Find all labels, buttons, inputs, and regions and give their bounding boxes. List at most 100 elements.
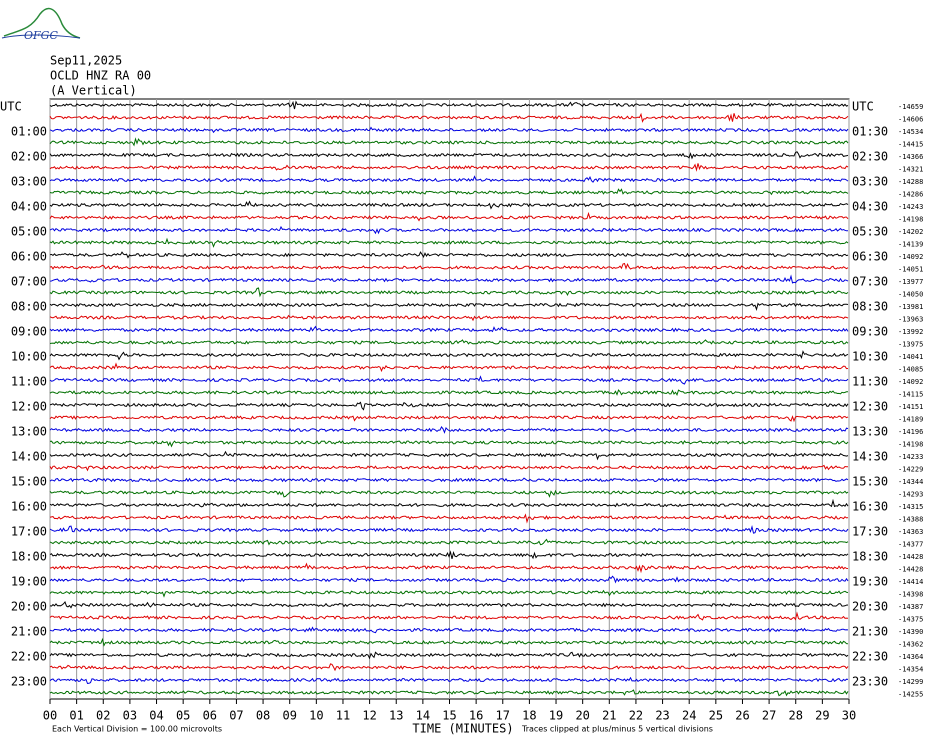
hour-label-left: 09:00 [11,325,47,339]
trace [49,200,849,210]
hour-label-left: 15:00 [11,475,47,489]
trace [49,151,849,160]
hour-label-left: 16:00 [11,500,47,514]
trace-offset: -14363 [898,528,923,536]
trace-offset: -14315 [898,503,923,511]
trace [49,489,849,498]
trace [49,262,849,270]
hour-label-left: 10:00 [11,350,47,364]
trace-offset: -14229 [898,466,923,474]
trace [49,538,849,546]
trace-offset: -13992 [898,328,923,336]
trace [49,464,849,472]
trace-offset: -14085 [898,366,923,374]
trace-offset: -14115 [898,391,923,399]
x-tick-label: 05 [176,709,190,723]
hour-label-right: 12:30 [852,400,888,414]
trace [49,651,849,660]
trace [49,100,849,110]
hour-label-left: 06:00 [11,250,47,264]
trace-offset: -14364 [898,653,923,661]
trace-offset: -14377 [898,541,923,549]
x-tick-label: 22 [629,709,643,723]
trace [49,137,849,147]
trace-offset: -14092 [898,253,923,261]
logo-line [1,34,81,39]
trace [49,362,849,373]
trace [49,676,849,685]
trace-offset: -14198 [898,216,923,224]
trace-offset: -14050 [898,291,923,299]
x-tick-label: 00 [43,709,57,723]
hour-label-right: 18:30 [852,550,888,564]
hour-label-right: 21:30 [852,625,888,639]
hour-label-right: 09:30 [852,325,888,339]
trace-offset: -14366 [898,153,923,161]
trace-offset: -14299 [898,678,923,686]
component: (A Vertical) [50,84,137,98]
hour-label-right: 20:30 [852,600,888,614]
hour-label-right: 04:30 [852,200,888,214]
trace-offset: -14354 [898,666,923,674]
hour-label-left: 05:00 [11,225,47,239]
trace-offset: -14375 [898,616,923,624]
trace [49,188,849,196]
hour-label-right: 17:30 [852,525,888,539]
x-tick-label: 18 [522,709,536,723]
trace-offset: -14387 [898,603,923,611]
trace-offset: -14321 [898,166,923,174]
hour-label-left: 20:00 [11,600,47,614]
trace-offset: -14198 [898,441,923,449]
hour-label-left: 19:00 [11,575,47,589]
trace [49,637,849,647]
hour-label-left: 12:00 [11,400,47,414]
trace-offset: -14051 [898,266,923,274]
trace-offset: -14388 [898,516,923,524]
clip-note: Traces clipped at plus/minus 5 vertical … [521,725,713,734]
trace-offset: -14092 [898,378,923,386]
division-note: Each Vertical Division = 100.00 microvol… [52,725,222,734]
x-tick-label: 03 [123,709,137,723]
hour-label-right: 08:30 [852,300,888,314]
x-tick-label: 20 [575,709,589,723]
x-tick-label: 10 [309,709,323,723]
hour-label-left: 04:00 [11,200,47,214]
trace-offset: -14534 [898,128,923,136]
trace-offset: -14243 [898,203,923,211]
hour-label-right: 11:30 [852,375,888,389]
trace [49,589,849,598]
trace-offset: -14344 [898,478,923,486]
trace [49,389,848,397]
x-tick-label: 19 [549,709,563,723]
trace-offset: -14428 [898,553,923,561]
trace [49,274,849,284]
x-tick-label: 08 [256,709,270,723]
hour-label-right: 10:30 [852,350,888,364]
x-tick-label: 02 [96,709,110,723]
x-tick-label: 01 [69,709,83,723]
hour-label-right: 22:30 [852,650,888,664]
trace [49,126,849,134]
trace [49,562,849,574]
x-tick-label: 21 [602,709,616,723]
trace-offset: -14415 [898,141,923,149]
x-tick-label: 27 [762,709,776,723]
hour-label-left: 22:00 [11,650,47,664]
trace-offset: -14286 [898,191,923,199]
trace [49,689,849,697]
x-tick-label: 16 [469,709,483,723]
x-tick-label: 26 [735,709,749,723]
trace [49,477,849,483]
trace [49,401,849,411]
trace-offset: -14139 [898,241,923,249]
x-tick-label: 29 [815,709,829,723]
trace [49,339,849,345]
x-tick-label: 07 [229,709,243,723]
trace-offset: -13977 [898,278,923,286]
hour-label-left: 21:00 [11,625,47,639]
hour-label-right: 02:30 [852,150,888,164]
trace [49,375,849,385]
x-tick-label: 09 [282,709,296,723]
x-tick-label: 28 [789,709,803,723]
x-tick-label: 24 [682,709,696,723]
